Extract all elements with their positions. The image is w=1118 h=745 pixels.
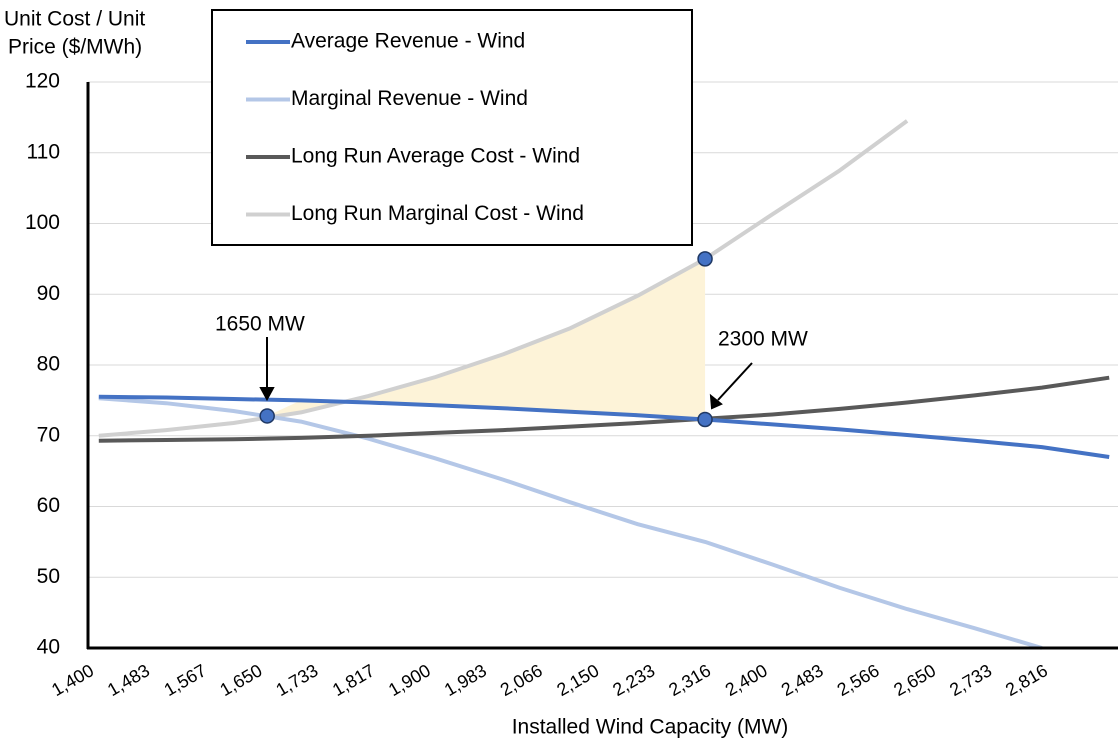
point-marker	[697, 411, 713, 428]
y-tick-label: 80	[37, 353, 60, 376]
y-tick-label: 110	[27, 140, 60, 163]
y-tick-label: 60	[37, 494, 60, 517]
annotation: 2300 MW	[718, 328, 808, 351]
series-line	[98, 119, 909, 438]
y-tick-label: 90	[37, 282, 60, 305]
y-tick-label: 100	[25, 211, 60, 234]
x-tick-label: 1,983	[441, 660, 490, 700]
x-tick-label: 1,567	[161, 660, 210, 700]
legend-label: Long Run Average Cost - Wind	[291, 145, 580, 168]
x-tick-label: 2,400	[722, 660, 771, 700]
x-tick-label: 1,817	[329, 660, 378, 700]
y-tick-label: 70	[37, 423, 60, 446]
y-tick-label: 50	[37, 565, 60, 588]
shaded-area	[267, 258, 706, 420]
annotation: 1650 MW	[215, 313, 305, 336]
arrow-head	[709, 393, 723, 410]
x-tick-label: 2,733	[946, 660, 995, 700]
point-marker	[259, 408, 275, 424]
series-line	[98, 396, 1043, 650]
x-tick-label: 2,150	[553, 660, 602, 700]
x-tick-label: 2,566	[834, 660, 883, 700]
x-tick-label: 1,733	[272, 660, 321, 700]
arrows	[259, 337, 753, 410]
y-tick-label: 120	[25, 70, 60, 93]
x-axis-title: Installed Wind Capacity (MW)	[512, 716, 789, 739]
x-tick-label: 1,483	[104, 660, 153, 700]
shade-layer	[267, 258, 706, 420]
arrow-head	[259, 387, 275, 402]
y-axis-title: Price ($/MWh)	[8, 36, 142, 59]
x-tick-label: 2,483	[778, 660, 827, 700]
legend-label: Long Run Marginal Cost - Wind	[291, 202, 584, 225]
x-tick-label: 2,650	[890, 660, 939, 700]
x-tick-label: 2,316	[665, 660, 714, 700]
points-layer	[259, 251, 713, 428]
x-tick-label: 2,066	[497, 660, 546, 700]
x-tick-label: 1,900	[385, 660, 434, 700]
legend: Average Revenue - Wind Marginal Revenue -…	[246, 30, 584, 225]
legend-label: Average Revenue - Wind	[291, 30, 525, 53]
legend-label: Marginal Revenue - Wind	[291, 87, 528, 110]
x-tick-label: 2,233	[609, 660, 658, 700]
x-tick-label: 2,816	[1002, 660, 1051, 700]
y-tick-label: 40	[37, 636, 60, 659]
legend-box	[211, 9, 693, 246]
y-axis-title: Unit Cost / Unit	[4, 8, 145, 31]
x-tick-label: 1,650	[217, 660, 266, 700]
series-line	[98, 375, 1110, 443]
point-marker	[697, 251, 713, 267]
x-tick-label: 1,400	[48, 660, 97, 700]
arrow	[717, 362, 753, 401]
